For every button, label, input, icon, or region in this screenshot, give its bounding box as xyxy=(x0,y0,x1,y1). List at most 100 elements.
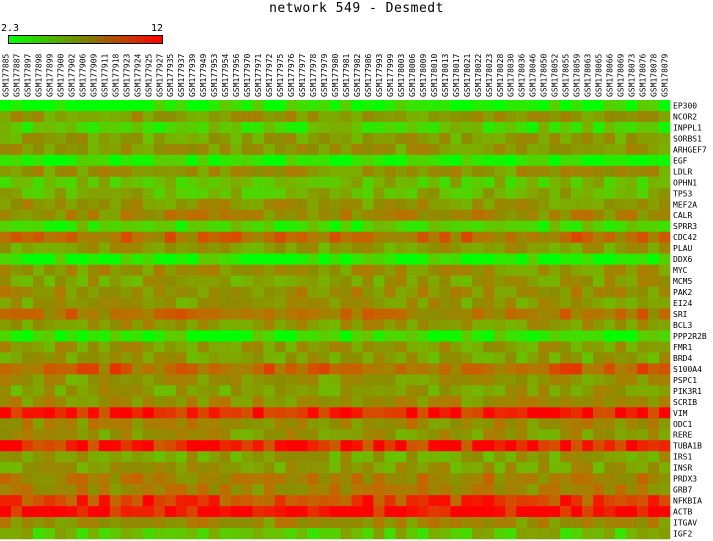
column-label: GSM177972 xyxy=(265,53,274,97)
heatmap-cell xyxy=(340,242,352,254)
heatmap-cell xyxy=(230,154,242,167)
heatmap-cell xyxy=(164,253,177,265)
heatmap-cell xyxy=(351,451,363,463)
heatmap-cell xyxy=(274,319,286,331)
heatmap-cell xyxy=(285,297,297,309)
heatmap-cell xyxy=(560,297,572,309)
heatmap-cell xyxy=(373,495,385,507)
heatmap-cell xyxy=(373,341,385,353)
heatmap-cell xyxy=(109,143,122,156)
heatmap-cell xyxy=(263,418,275,430)
heatmap-cell xyxy=(120,385,133,397)
heatmap-cell xyxy=(384,242,396,254)
heatmap-cell xyxy=(395,253,407,265)
heatmap-cell xyxy=(604,341,616,353)
heatmap-cell xyxy=(329,451,341,463)
heatmap-cell xyxy=(318,121,330,134)
heatmap-cell xyxy=(560,100,572,112)
heatmap-cell xyxy=(98,231,111,243)
heatmap-cell xyxy=(0,319,12,331)
heatmap-cell xyxy=(208,231,220,243)
heatmap-cell xyxy=(296,429,308,441)
heatmap-cell xyxy=(0,297,12,309)
heatmap-cell xyxy=(54,187,67,200)
heatmap-cell xyxy=(483,132,495,145)
heatmap-cell xyxy=(604,275,616,287)
heatmap-cell xyxy=(571,374,583,386)
heatmap-cell xyxy=(0,528,12,540)
heatmap-cell xyxy=(175,308,188,320)
heatmap-cell xyxy=(527,407,539,419)
column-label: GSM177953 xyxy=(210,53,219,97)
heatmap-cell xyxy=(153,385,166,397)
heatmap-cell xyxy=(549,506,561,518)
heatmap-cell xyxy=(395,242,407,254)
heatmap-cell xyxy=(208,165,220,178)
heatmap-cell xyxy=(208,143,220,156)
heatmap-cell xyxy=(131,462,144,474)
heatmap-cell xyxy=(450,506,462,518)
heatmap-cell xyxy=(417,352,429,364)
heatmap-cell xyxy=(98,418,111,430)
heatmap-cell xyxy=(109,462,122,474)
heatmap-cell xyxy=(43,484,56,496)
heatmap-cell xyxy=(43,209,56,222)
heatmap-cell xyxy=(307,286,319,298)
heatmap-cell xyxy=(285,484,297,496)
heatmap-cell xyxy=(549,176,561,189)
heatmap-cell xyxy=(384,506,396,518)
heatmap-cell xyxy=(582,440,594,452)
column-label: GSM177935 xyxy=(166,53,175,97)
heatmap-cell xyxy=(10,385,23,397)
heatmap-cell xyxy=(593,242,605,254)
column-label: GSM178066 xyxy=(606,53,615,97)
heatmap-cell xyxy=(648,275,660,287)
heatmap-cell xyxy=(351,110,363,123)
heatmap-cell xyxy=(109,132,122,145)
heatmap-cell xyxy=(0,429,12,441)
heatmap-cell xyxy=(131,451,144,463)
heatmap-cell xyxy=(472,209,484,222)
heatmap-cell xyxy=(153,330,166,342)
heatmap-cell xyxy=(615,407,627,419)
heatmap-cell xyxy=(208,198,220,211)
heatmap-cell xyxy=(406,385,418,397)
heatmap-cell xyxy=(285,209,297,222)
heatmap-cell xyxy=(604,517,616,529)
heatmap-cell xyxy=(120,330,133,342)
heatmap-cell xyxy=(142,341,155,353)
heatmap-cell xyxy=(461,100,473,112)
heatmap-cell xyxy=(175,330,188,342)
heatmap-cell xyxy=(593,506,605,518)
heatmap-cell xyxy=(197,198,209,211)
heatmap-cell xyxy=(362,506,374,518)
heatmap-cell xyxy=(461,396,473,408)
heatmap-cell xyxy=(43,132,56,145)
heatmap-cell xyxy=(604,209,616,222)
heatmap-cell xyxy=(76,352,89,364)
heatmap-cell xyxy=(483,198,495,211)
heatmap-cell xyxy=(131,121,144,134)
heatmap-cell xyxy=(164,341,177,353)
heatmap-cell xyxy=(329,418,341,430)
heatmap-cell xyxy=(241,506,253,518)
heatmap-cell xyxy=(340,429,352,441)
heatmap-cell xyxy=(54,231,67,243)
heatmap-cell xyxy=(560,363,572,375)
heatmap-cell xyxy=(263,187,275,200)
heatmap-cell xyxy=(505,242,517,254)
heatmap-cell xyxy=(340,286,352,298)
heatmap-cell xyxy=(351,396,363,408)
heatmap-cell xyxy=(241,352,253,364)
heatmap-cell xyxy=(208,132,220,145)
heatmap-cell xyxy=(318,264,330,276)
heatmap-cell xyxy=(351,176,363,189)
heatmap-cell xyxy=(142,462,155,474)
heatmap-cell xyxy=(263,451,275,463)
heatmap-cell xyxy=(461,165,473,178)
heatmap-cell xyxy=(54,220,67,232)
heatmap-cell xyxy=(648,484,660,496)
heatmap-cell xyxy=(164,319,177,331)
heatmap-cell xyxy=(494,462,506,474)
heatmap-cell xyxy=(54,286,67,298)
